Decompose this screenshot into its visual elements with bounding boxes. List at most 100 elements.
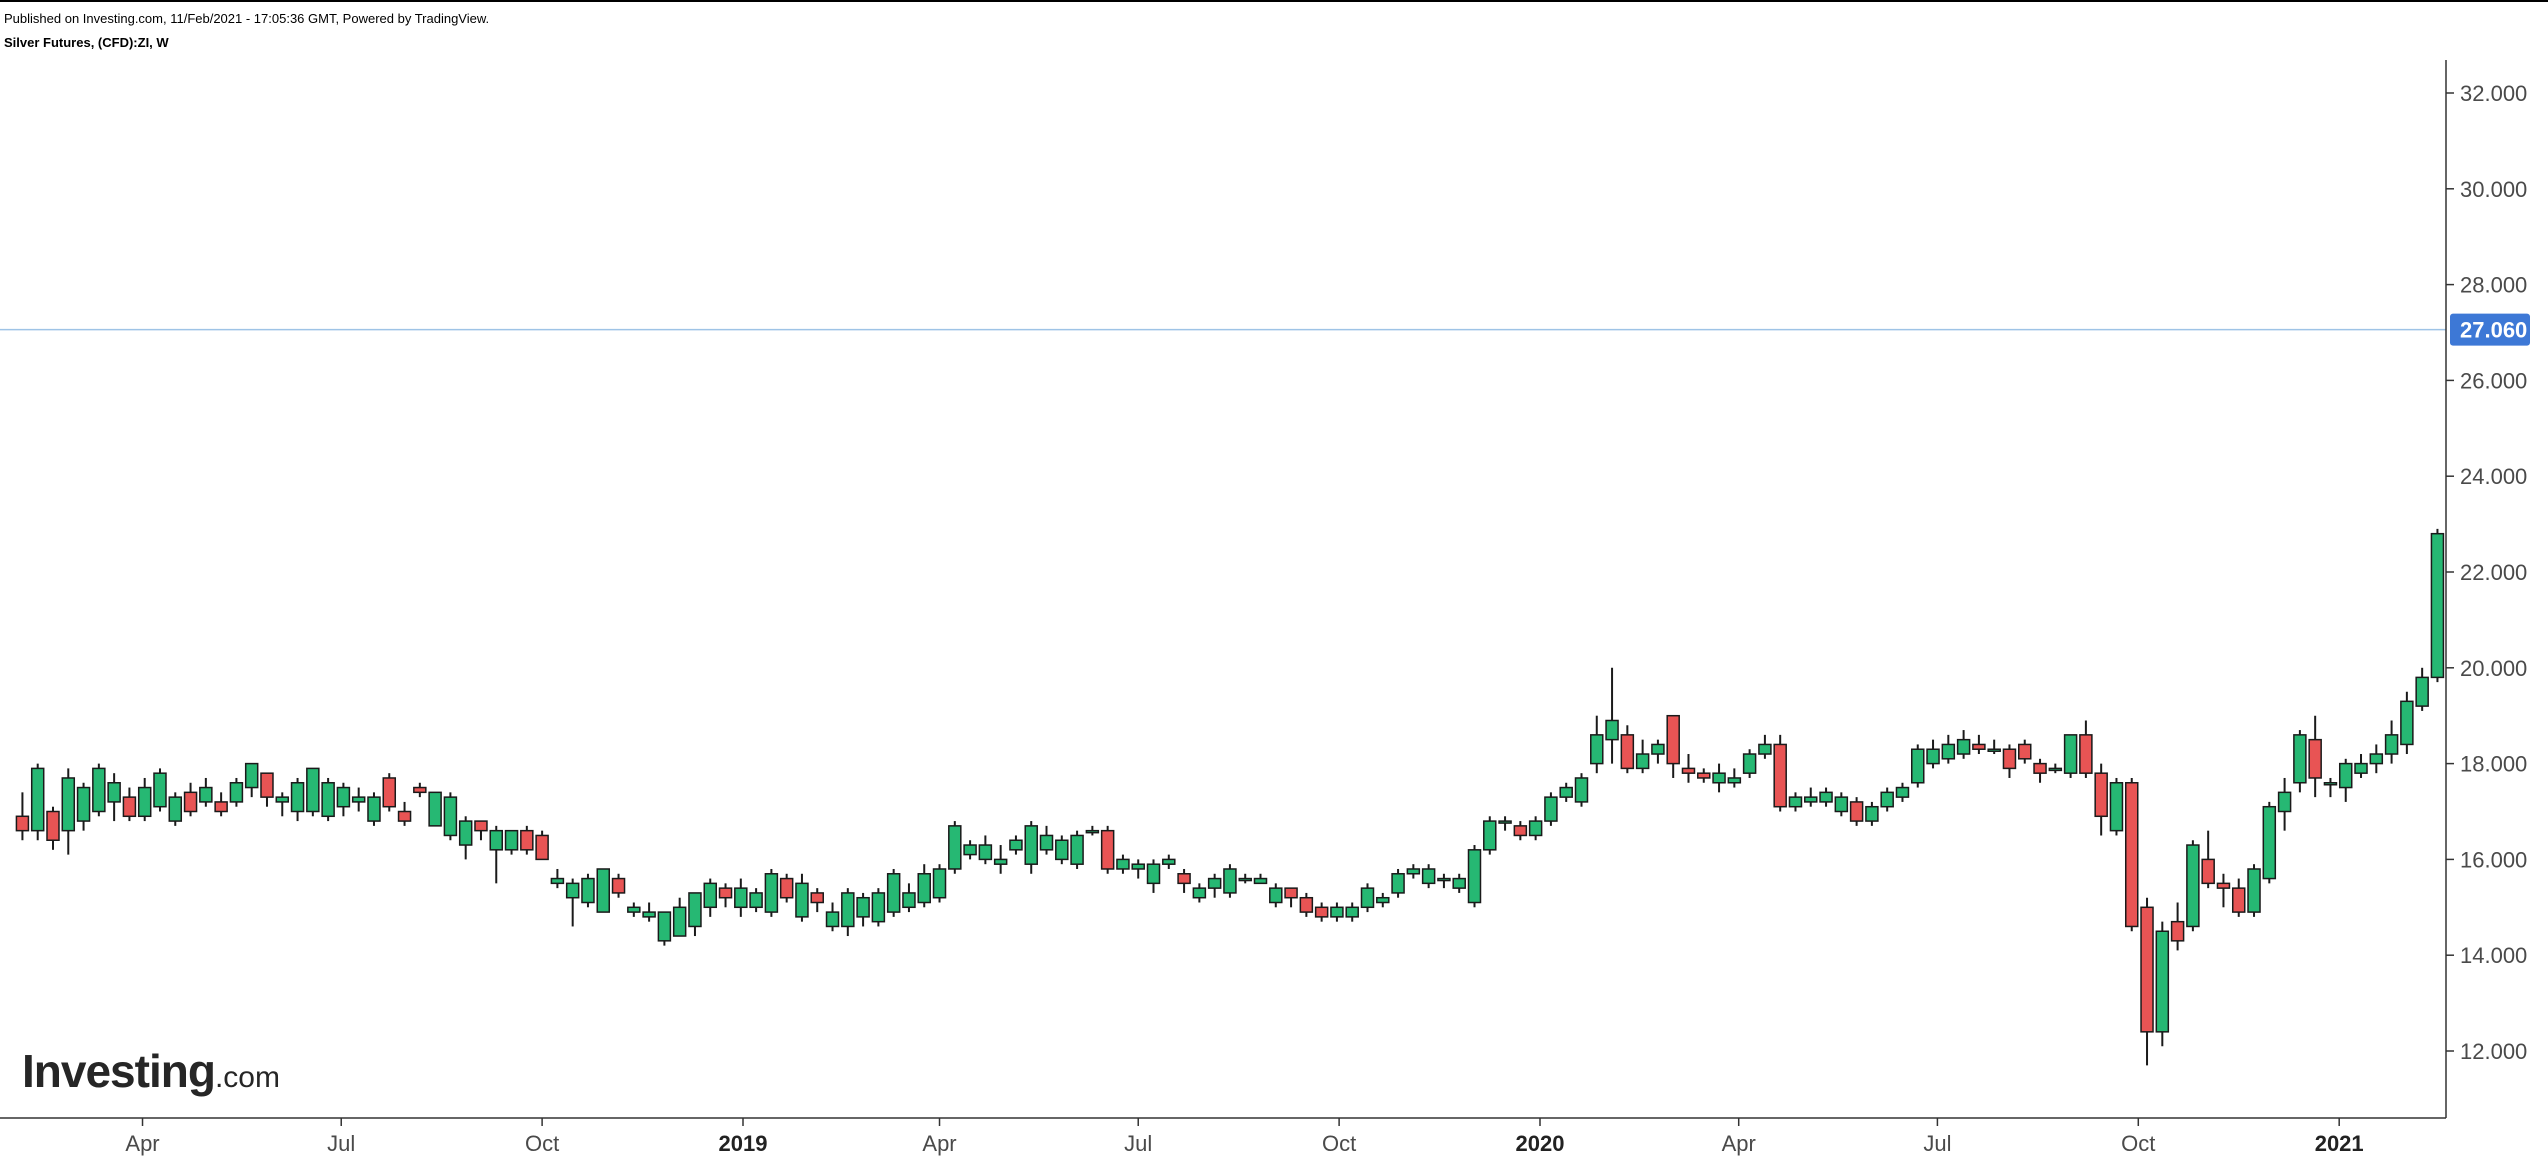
candle-up[interactable]	[1192, 887, 1207, 899]
candle-up[interactable]	[963, 844, 977, 856]
candle-down[interactable]	[520, 829, 534, 851]
candle-up[interactable]	[948, 825, 962, 870]
candle-up[interactable]	[932, 868, 947, 899]
candle-down[interactable]	[2002, 748, 2017, 770]
candle-up[interactable]	[489, 829, 504, 851]
candle-up[interactable]	[367, 796, 381, 822]
candle-up[interactable]	[1528, 820, 1543, 837]
candle-down[interactable]	[2140, 906, 2154, 1033]
candle-up[interactable]	[764, 873, 779, 913]
candle-down[interactable]	[260, 772, 274, 798]
candle-up[interactable]	[1544, 796, 1558, 822]
candle-up[interactable]	[153, 772, 167, 808]
candle-down[interactable]	[1697, 772, 1711, 779]
candle-up[interactable]	[2277, 791, 2292, 813]
candle-up[interactable]	[1070, 834, 1084, 865]
candle-down[interactable]	[1100, 829, 1115, 870]
candle-up[interactable]	[917, 873, 931, 904]
candle-up[interactable]	[1941, 743, 1956, 760]
candle-up[interactable]	[107, 782, 121, 803]
candle-up[interactable]	[2109, 782, 2124, 832]
candle-up[interactable]	[428, 791, 442, 827]
candle-up[interactable]	[321, 782, 335, 818]
candle-up[interactable]	[1895, 786, 1910, 798]
candle-up[interactable]	[1131, 863, 1145, 870]
candle-up[interactable]	[657, 911, 672, 942]
candle-up[interactable]	[1987, 748, 2001, 752]
candle-down[interactable]	[2231, 887, 2246, 913]
candle-up[interactable]	[1391, 873, 1405, 894]
candle-up[interactable]	[1269, 887, 1283, 904]
candle-down[interactable]	[535, 834, 549, 861]
candle-up[interactable]	[2384, 734, 2399, 755]
candle-up[interactable]	[1345, 906, 1359, 918]
candle-up[interactable]	[1330, 906, 1344, 918]
candle-up[interactable]	[1605, 719, 1619, 741]
candle-down[interactable]	[1773, 743, 1787, 808]
candle-up[interactable]	[2430, 532, 2445, 679]
candle-down[interactable]	[1666, 714, 1680, 765]
candle-up[interactable]	[2186, 844, 2200, 928]
candle-up[interactable]	[581, 877, 595, 904]
candle-up[interactable]	[596, 868, 611, 913]
candle-down[interactable]	[397, 810, 412, 822]
candle-down[interactable]	[2018, 743, 2032, 760]
candle-down[interactable]	[611, 877, 626, 894]
candle-down[interactable]	[2170, 920, 2185, 942]
candle-up[interactable]	[458, 820, 473, 846]
candle-up[interactable]	[672, 906, 687, 937]
candle-up[interactable]	[1926, 748, 1940, 765]
candle-down[interactable]	[1620, 734, 1635, 770]
candle-up[interactable]	[749, 892, 763, 909]
candle-up[interactable]	[1009, 839, 1023, 851]
candle-up[interactable]	[1956, 738, 1971, 755]
candle-up[interactable]	[351, 796, 366, 803]
candle-up[interactable]	[2293, 734, 2307, 784]
candle-up[interactable]	[290, 782, 305, 813]
candle-up[interactable]	[1223, 868, 1237, 894]
candle-up[interactable]	[2354, 762, 2368, 774]
candle-up[interactable]	[902, 892, 916, 909]
candle-down[interactable]	[1177, 873, 1191, 885]
candle-up[interactable]	[2415, 676, 2429, 707]
candle-up[interactable]	[886, 873, 901, 913]
candle-down[interactable]	[214, 801, 228, 813]
candle-up[interactable]	[734, 887, 748, 909]
candle-up[interactable]	[1574, 777, 1589, 803]
candle-up[interactable]	[1865, 805, 1879, 822]
candle-down[interactable]	[1849, 801, 1864, 822]
candle-up[interactable]	[244, 762, 259, 789]
candle-up[interactable]	[1834, 796, 1849, 813]
candle-up[interactable]	[306, 767, 320, 813]
candle-up[interactable]	[1819, 791, 1833, 803]
candle-up[interactable]	[1406, 868, 1421, 875]
candle-up[interactable]	[2063, 734, 2078, 774]
candle-up[interactable]	[642, 911, 656, 918]
candle-up[interactable]	[993, 858, 1008, 865]
candle-up[interactable]	[1804, 796, 1818, 803]
candle-up[interactable]	[1635, 753, 1650, 770]
candle-up[interactable]	[443, 796, 458, 837]
candle-up[interactable]	[1024, 825, 1038, 865]
candle-up[interactable]	[1758, 743, 1772, 755]
candle-up[interactable]	[1788, 796, 1803, 808]
candle-up[interactable]	[2323, 782, 2338, 786]
candle-up[interactable]	[1742, 753, 1757, 774]
candle-up[interactable]	[1452, 877, 1466, 889]
candle-up[interactable]	[1727, 777, 1742, 784]
candle-up[interactable]	[550, 877, 565, 885]
candle-up[interactable]	[1421, 868, 1436, 885]
candle-up[interactable]	[627, 906, 641, 913]
candle-up[interactable]	[61, 777, 76, 832]
candle-down[interactable]	[1299, 896, 1314, 913]
candle-up[interactable]	[1437, 877, 1451, 882]
candle-down[interactable]	[2079, 734, 2093, 774]
candle-up[interactable]	[1880, 791, 1894, 808]
candle-up[interactable]	[841, 892, 855, 928]
candle-down[interactable]	[2308, 738, 2322, 779]
candle-up[interactable]	[1207, 877, 1222, 889]
candle-down[interactable]	[810, 892, 824, 904]
candle-down[interactable]	[779, 877, 794, 899]
candle-up[interactable]	[336, 786, 351, 808]
